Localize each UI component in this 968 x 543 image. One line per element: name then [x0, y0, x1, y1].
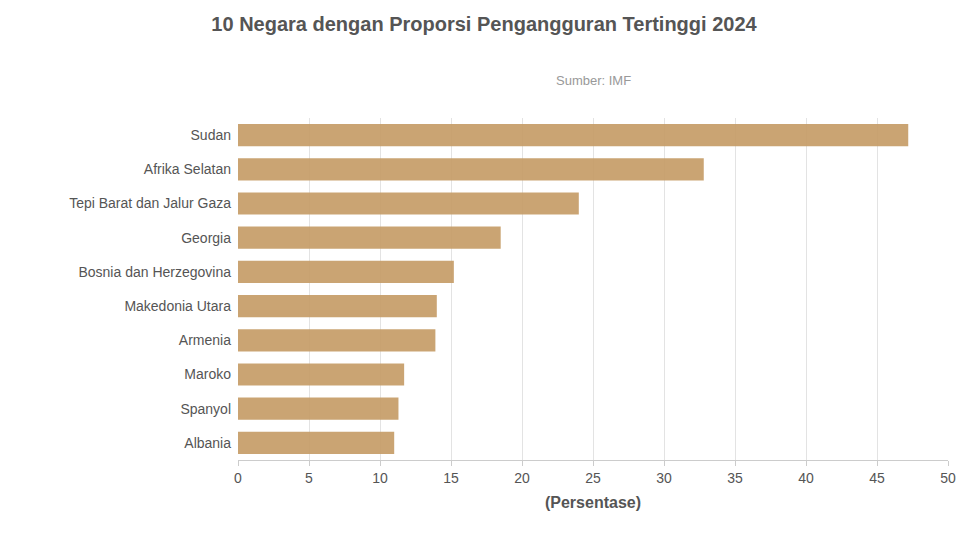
svg-text:5: 5 [305, 470, 313, 486]
svg-text:Albania: Albania [184, 435, 231, 451]
svg-text:30: 30 [656, 470, 672, 486]
svg-text:Armenia: Armenia [179, 332, 231, 348]
svg-text:45: 45 [869, 470, 885, 486]
svg-text:10 Negara dengan Proporsi Peng: 10 Negara dengan Proporsi Pengangguran T… [211, 13, 757, 35]
svg-text:(Persentase): (Persentase) [545, 494, 641, 511]
svg-text:50: 50 [940, 470, 956, 486]
svg-text:Georgia: Georgia [181, 230, 231, 246]
svg-text:25: 25 [585, 470, 601, 486]
svg-text:Bosnia dan Herzegovina: Bosnia dan Herzegovina [78, 264, 231, 280]
svg-text:Spanyol: Spanyol [180, 401, 231, 417]
svg-text:40: 40 [798, 470, 814, 486]
svg-text:Afrika Selatan: Afrika Selatan [144, 161, 231, 177]
svg-text:Maroko: Maroko [184, 366, 231, 382]
svg-text:0: 0 [234, 470, 242, 486]
svg-text:Sudan: Sudan [191, 127, 231, 143]
svg-text:10: 10 [372, 470, 388, 486]
svg-text:Sumber: IMF: Sumber: IMF [556, 73, 631, 88]
svg-text:Tepi Barat dan Jalur Gaza: Tepi Barat dan Jalur Gaza [69, 195, 231, 211]
svg-text:35: 35 [727, 470, 743, 486]
svg-text:20: 20 [514, 470, 530, 486]
svg-text:15: 15 [443, 470, 459, 486]
svg-text:Makedonia Utara: Makedonia Utara [124, 298, 231, 314]
